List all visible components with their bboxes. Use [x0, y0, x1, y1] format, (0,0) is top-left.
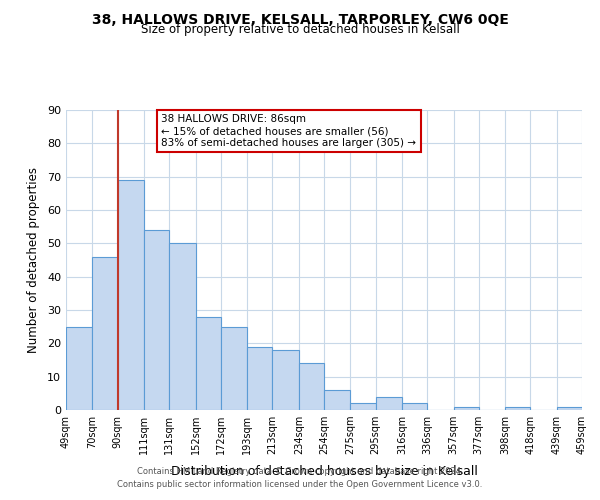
Text: Contains public sector information licensed under the Open Government Licence v3: Contains public sector information licen…: [118, 480, 482, 489]
Bar: [454, 406, 479, 410]
Bar: [505, 406, 530, 410]
Bar: [169, 244, 196, 410]
Bar: [221, 326, 247, 410]
Bar: [402, 404, 427, 410]
Bar: [376, 396, 402, 410]
Text: 38 HALLOWS DRIVE: 86sqm
← 15% of detached houses are smaller (56)
83% of semi-de: 38 HALLOWS DRIVE: 86sqm ← 15% of detache…: [161, 114, 416, 148]
Bar: [299, 364, 324, 410]
Bar: [557, 406, 582, 410]
Bar: [118, 180, 144, 410]
Text: 38, HALLOWS DRIVE, KELSALL, TARPORLEY, CW6 0QE: 38, HALLOWS DRIVE, KELSALL, TARPORLEY, C…: [92, 12, 508, 26]
Text: Contains HM Land Registry data © Crown copyright and database right 2024.: Contains HM Land Registry data © Crown c…: [137, 468, 463, 476]
Bar: [324, 390, 350, 410]
Bar: [247, 346, 272, 410]
Y-axis label: Number of detached properties: Number of detached properties: [27, 167, 40, 353]
X-axis label: Distribution of detached houses by size in Kelsall: Distribution of detached houses by size …: [170, 466, 478, 478]
Bar: [350, 404, 376, 410]
Bar: [196, 316, 221, 410]
Bar: [144, 230, 169, 410]
Bar: [92, 256, 118, 410]
Text: Size of property relative to detached houses in Kelsall: Size of property relative to detached ho…: [140, 24, 460, 36]
Bar: [66, 326, 92, 410]
Bar: [272, 350, 299, 410]
